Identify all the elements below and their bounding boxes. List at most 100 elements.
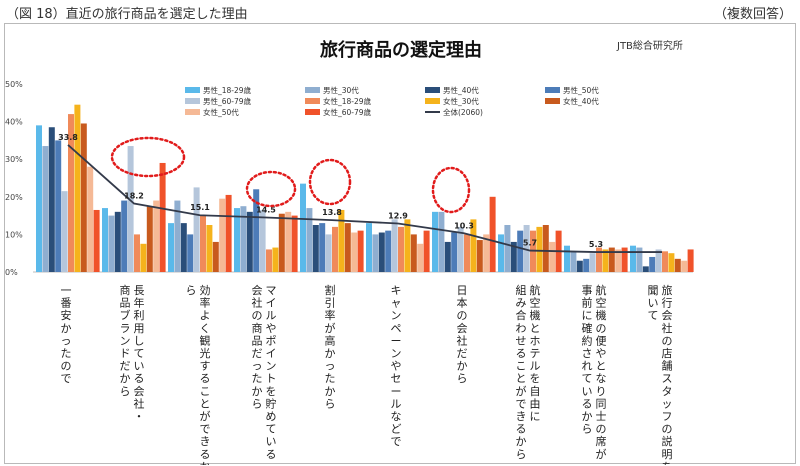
bar: [410, 234, 417, 272]
bar: [498, 234, 504, 272]
bar: [80, 123, 87, 272]
bar: [134, 234, 140, 272]
bar: [583, 258, 590, 272]
bar: [325, 234, 332, 272]
category-label: マイルやポイントを貯めている: [266, 284, 277, 461]
bar: [174, 200, 181, 272]
bar: [385, 230, 392, 272]
bar: [662, 251, 668, 272]
bar: [378, 232, 385, 272]
y-tick-label: 10%: [5, 230, 23, 239]
chart-frame: 旅行商品の選定理由 JTB総合研究所 0% 10% 20% 30% 40% 50% 男性_18-…: [4, 23, 796, 465]
legend-swatch: [425, 87, 440, 93]
bar: [212, 241, 219, 272]
bar: [187, 234, 194, 272]
highlight-circle: [245, 170, 297, 208]
bar: [291, 215, 298, 272]
bar: [312, 225, 319, 272]
bar: [338, 209, 345, 272]
legend-swatch: [545, 98, 560, 104]
bar: [549, 241, 556, 272]
category-label: キャンペーンやセールなどで: [391, 284, 402, 448]
legend-label: 男性_50代: [563, 85, 599, 95]
bar: [285, 211, 292, 272]
bar: [536, 226, 543, 272]
bar: [589, 253, 596, 272]
data-label: 12.9: [388, 211, 408, 220]
category-label: 航空機の便やとなり同士の席が: [596, 283, 607, 461]
bar: [636, 247, 643, 272]
legend-label: 女性_60-79歳: [323, 107, 372, 117]
bar: [357, 230, 364, 272]
bar: [570, 251, 577, 272]
legend-swatch: [185, 87, 200, 93]
data-label: 5.3: [589, 240, 603, 249]
bar: [102, 208, 108, 272]
bar: [266, 249, 272, 272]
bar: [300, 183, 306, 272]
bar: [564, 245, 570, 272]
bar: [108, 215, 115, 272]
bar: [225, 194, 232, 272]
legend-label: 男性_40代: [443, 85, 479, 95]
figure-note: （複数回答）: [713, 7, 792, 22]
bar: [61, 191, 68, 272]
category-label: 事前に確約されているから: [582, 284, 593, 436]
bar: [681, 260, 688, 272]
bar: [510, 241, 517, 272]
bar: [93, 209, 100, 272]
bar: [332, 226, 338, 272]
category-label: 効率よく観光することができるか: [200, 283, 211, 465]
legend-label: 男性_60-79歳: [203, 96, 252, 106]
bar: [351, 232, 358, 272]
bar: [168, 223, 174, 272]
legend-swatch: [185, 98, 200, 104]
bar: [206, 225, 213, 272]
bar: [444, 241, 451, 272]
bar: [42, 146, 49, 272]
bar: [180, 223, 187, 272]
y-tick-label: 0%: [5, 268, 18, 277]
bar: [48, 127, 55, 273]
bar: [114, 211, 121, 272]
bar: [240, 206, 247, 272]
legend-swatch: [305, 98, 320, 104]
bar: [234, 208, 240, 272]
bar: [615, 249, 622, 272]
category-label: 旅行会社の店舗スタッフの説明を: [662, 283, 673, 465]
category-label: 割引率が高かったから: [325, 283, 336, 410]
data-label: 10.3: [454, 221, 474, 230]
bar: [523, 225, 530, 272]
bar: [432, 211, 438, 272]
data-label: 5.7: [523, 239, 537, 248]
category-label: 航空機とホテルを自由に: [530, 283, 541, 423]
bar: [470, 219, 477, 272]
bar: [687, 249, 694, 272]
bar: [608, 247, 615, 272]
category-label: 会社の商品だったから: [252, 284, 263, 410]
category-label: 長年利用している会社・: [134, 284, 145, 423]
bar: [602, 249, 609, 272]
legend-swatch: [305, 87, 320, 93]
y-tick-label: 30%: [5, 155, 23, 164]
bar: [200, 215, 206, 272]
category-label: ら: [186, 284, 197, 297]
bar: [366, 223, 372, 272]
bar: [253, 189, 260, 272]
bar: [504, 225, 511, 272]
data-label: 15.1: [190, 203, 210, 212]
data-label: 33.8: [58, 133, 78, 142]
bar: [576, 260, 583, 272]
total-line: [67, 144, 662, 253]
bar: [36, 125, 42, 272]
legend-swatch: [425, 98, 440, 104]
legend-label: 全体(2060): [443, 107, 483, 117]
bar: [74, 104, 81, 273]
bar: [630, 245, 636, 272]
bar: [655, 249, 662, 272]
bar: [259, 209, 266, 272]
category-label: 組み合わせることができるから: [516, 284, 527, 461]
bar: [423, 230, 430, 272]
legend-label: 女性_40代: [563, 96, 599, 106]
bar: [372, 234, 379, 272]
